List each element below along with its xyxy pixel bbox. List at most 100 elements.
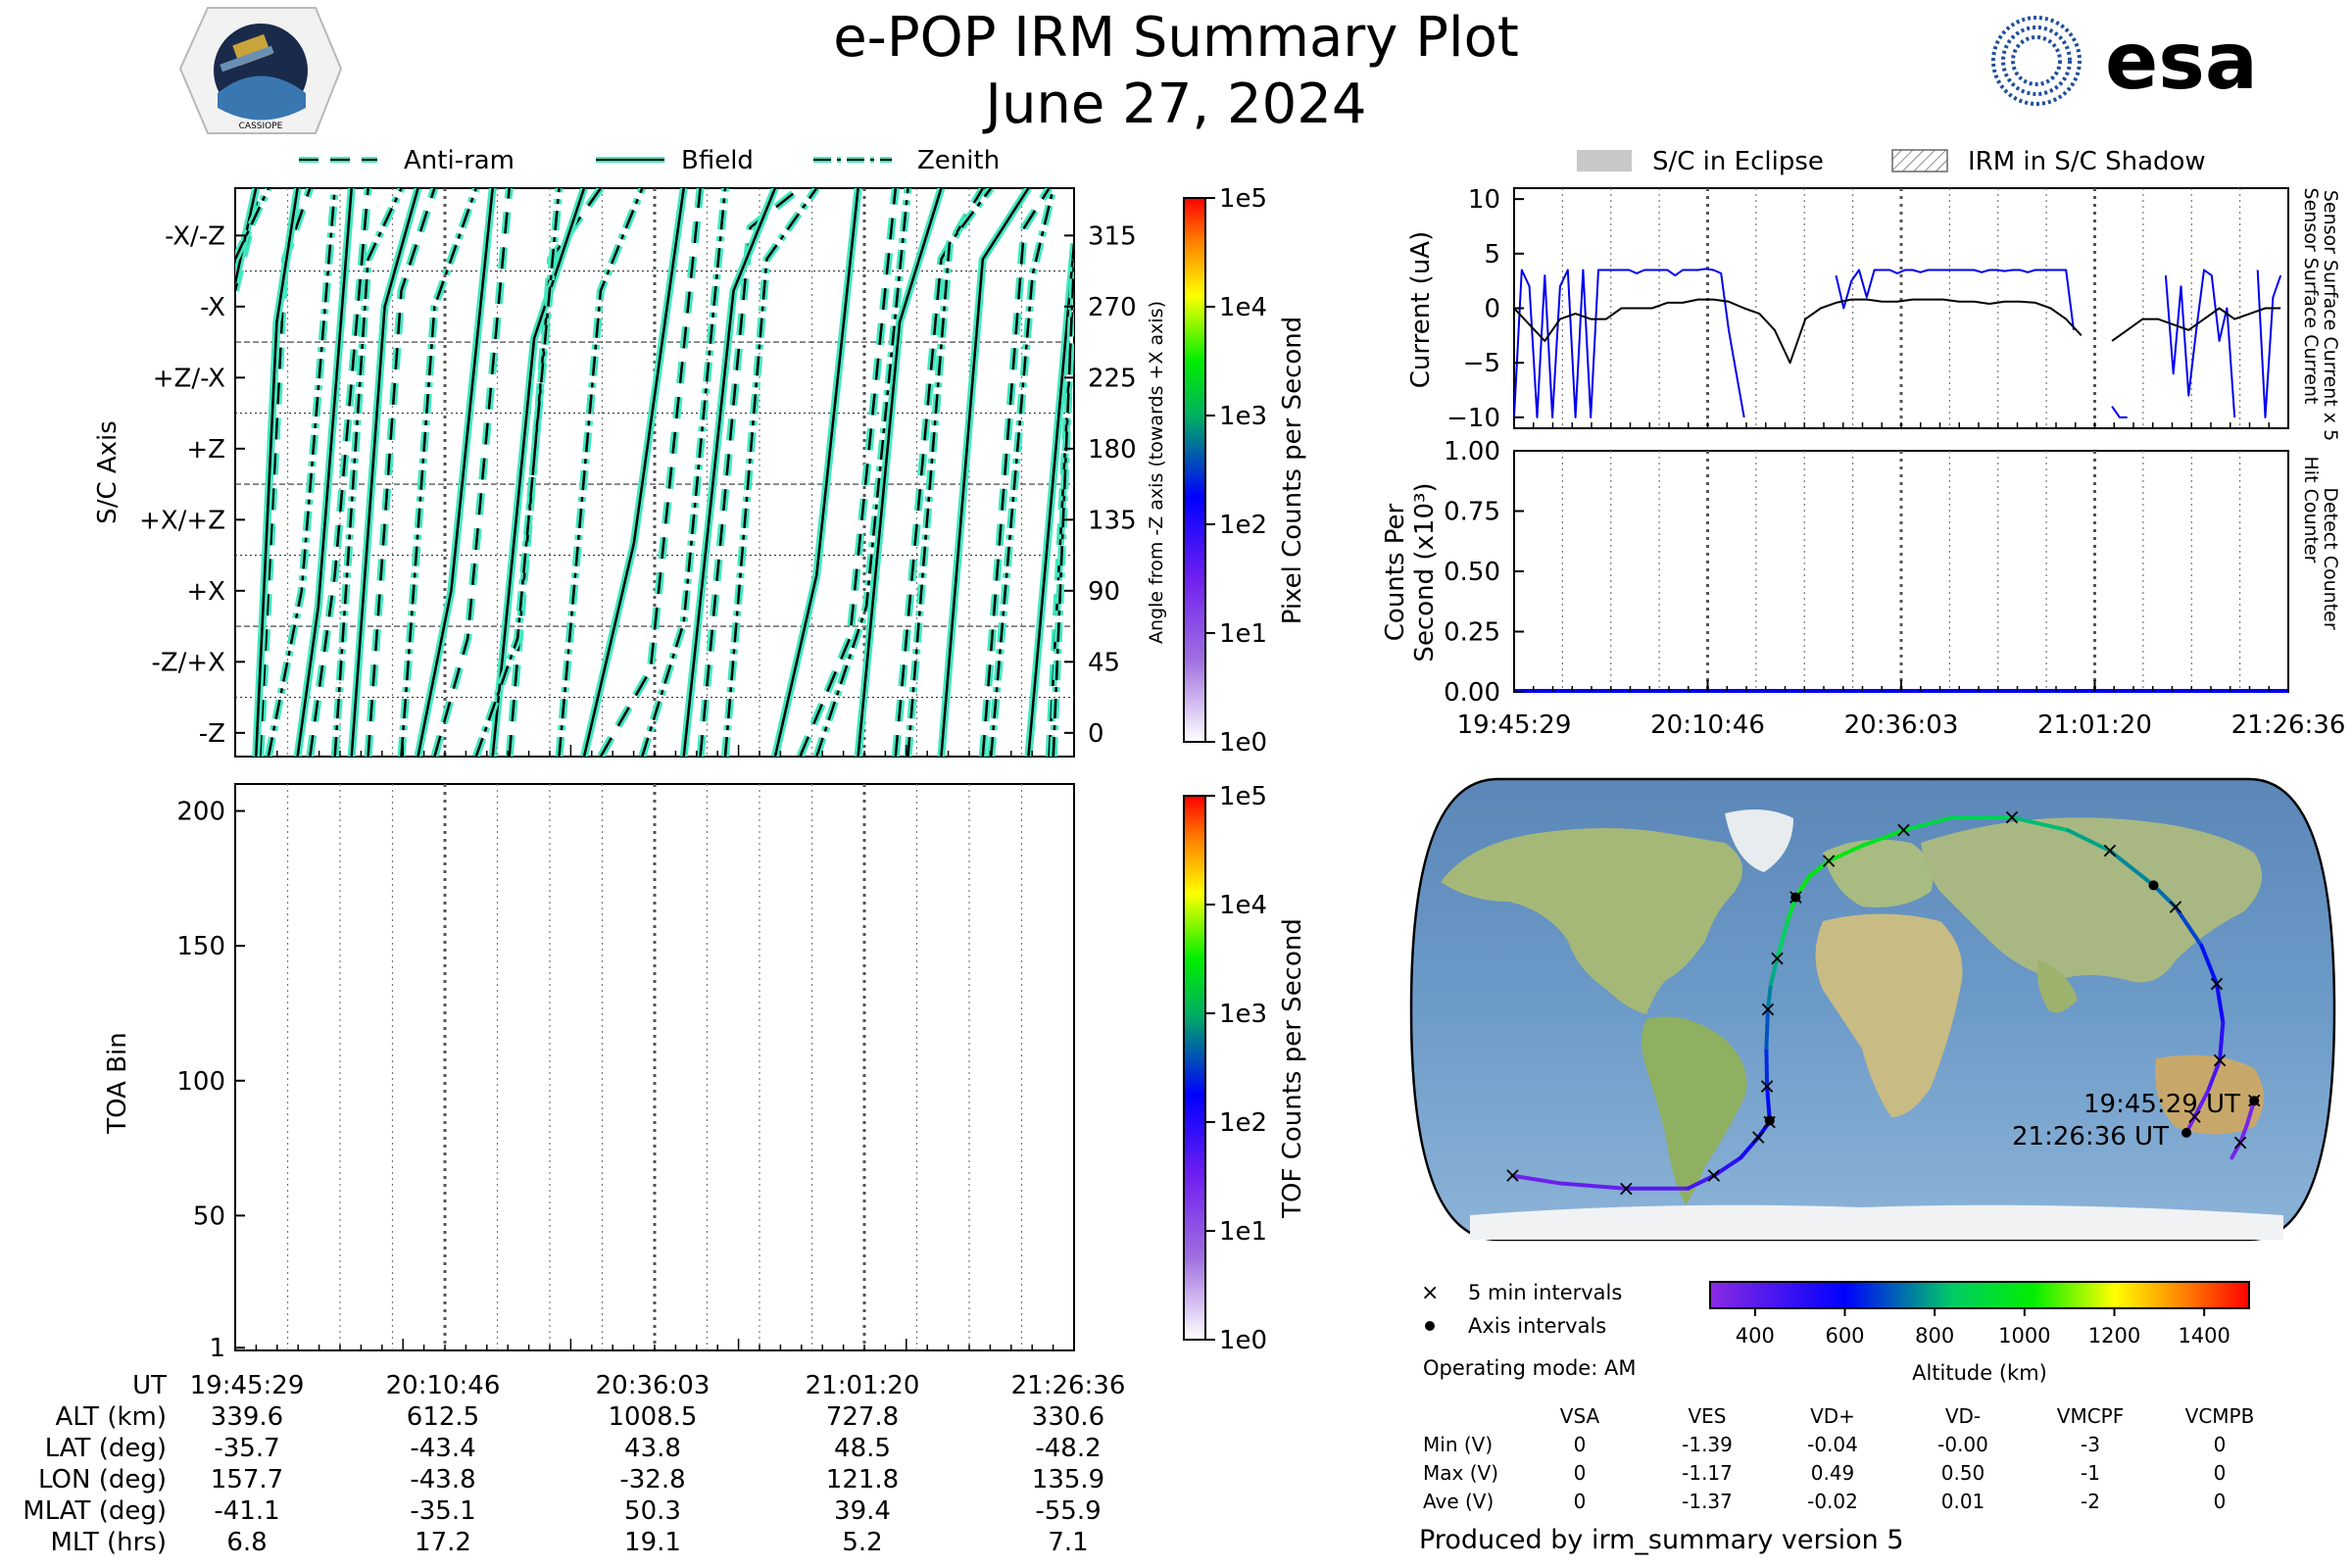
ephemeris-cell: 20:10:46 (386, 1371, 501, 1400)
legend-dot-label: Axis intervals (1468, 1314, 1606, 1338)
ephemeris-row-label: LAT (deg) (45, 1434, 167, 1463)
voltage-cell: -1.17 (1682, 1461, 1733, 1485)
alt-tick-label: 1000 (1998, 1324, 2050, 1348)
orbit-segment (1764, 1007, 1770, 1051)
alt-tick-label: 400 (1736, 1324, 1775, 1348)
colorbar-tick-label: 1e5 (1219, 782, 1267, 811)
voltage-col-header: VCMPB (2185, 1404, 2255, 1428)
orbit-segment (1764, 1046, 1770, 1089)
ephemeris-cell: -43.4 (410, 1434, 475, 1463)
orbit-5min-marker: × (1749, 1126, 1767, 1151)
orbit-segment (2066, 828, 2112, 854)
orbit-segment (2230, 1140, 2243, 1160)
orbit-axis-marker (2249, 1096, 2260, 1106)
sc-angle-tick: 270 (1088, 293, 1137, 322)
alt-tick-label: 600 (1825, 1324, 1864, 1348)
ephemeris-cell: 135.9 (1032, 1465, 1104, 1494)
pixel-colorbar-label: Pixel Counts per Second (1278, 317, 1307, 625)
continents (1441, 809, 2283, 1240)
cnt-ytick-label: 0.50 (1444, 558, 1500, 587)
colorbar-tick-label: 1e5 (1219, 184, 1267, 214)
orbit-5min-marker: × (2231, 1131, 2249, 1155)
cnt-ytick-label: 0.75 (1444, 498, 1500, 527)
cnt-xtick-label: 21:26:36 (2231, 710, 2346, 740)
orbit-segment (2151, 883, 2178, 909)
voltage-cell: 0 (1574, 1433, 1587, 1456)
ephemeris-cell: 157.7 (211, 1465, 283, 1494)
ephemeris-cell: 330.6 (1032, 1402, 1104, 1432)
orbit-axis-marker (2148, 880, 2159, 891)
trace-bfield (235, 188, 1074, 757)
cur-ytick-label: 5 (1484, 240, 1500, 270)
voltage-row-label: Ave (V) (1423, 1490, 1494, 1513)
ephemeris-cell: 20:36:03 (596, 1371, 710, 1400)
cnt-xtick-label: 19:45:29 (1457, 710, 1572, 740)
sc-axis-label: +Z (186, 435, 225, 465)
alt-tick-label: 1200 (2088, 1324, 2140, 1348)
counts-ylabel-1: Counts Per (1381, 503, 1410, 641)
cnt-ytick-label: 0.00 (1444, 678, 1500, 708)
voltage-row-label: Min (V) (1423, 1433, 1493, 1456)
colorbar-tick-label: 1e3 (1219, 402, 1267, 431)
sc-axis-label: -Z/+X (151, 648, 225, 677)
colorbar-tick-label: 1e1 (1219, 619, 1267, 649)
toa-ytick-label: 1 (209, 1334, 225, 1363)
alt-tick-label: 1400 (2178, 1324, 2230, 1348)
ephemeris-cell: 39.4 (834, 1496, 891, 1526)
orbit-segment (1765, 981, 1774, 1011)
toa-ylabel: TOA Bin (103, 1032, 132, 1134)
pixel-colorbar: 1e5 1e4 1e3 1e2 1e1 1e0 Pixel Counts per Seco… (1183, 184, 1307, 758)
orbit-segment (1827, 843, 1865, 863)
sc-axis-legend: Anti-ram Bfield Zenith (299, 146, 1000, 175)
counts-y2label-hit: Hit Counter (2300, 457, 2322, 564)
ephemeris-row-label: MLT (hrs) (51, 1528, 168, 1557)
ephemeris-cell: 19.1 (624, 1528, 681, 1557)
cnt-xtick-label: 20:10:46 (1650, 710, 1765, 740)
cur-ytick-label: −5 (1463, 349, 1500, 378)
voltage-cell: -1.37 (1682, 1490, 1733, 1513)
cnt-ytick-label: 1.00 (1444, 437, 1500, 466)
ephemeris-cell: 6.8 (226, 1528, 267, 1557)
sc-angle-tick: 180 (1088, 435, 1137, 465)
orbit-segment (1765, 1084, 1772, 1123)
trace-zenith (235, 188, 1074, 757)
map-start-label: 19:45:29 UT (2083, 1090, 2240, 1119)
colorbar-tick-label: 1e4 (1219, 293, 1267, 322)
ephemeris-cell: 19:45:29 (190, 1371, 305, 1400)
voltage-cell: -3 (2081, 1433, 2100, 1456)
sc-angle-tick: 135 (1088, 506, 1137, 535)
ephemeris-row-label: MLAT (deg) (23, 1496, 167, 1526)
ephemeris-cell: 17.2 (415, 1528, 471, 1557)
sc-axis-plot: -X/-Z 315 -X 270 +Z/-X 225 +Z 180 +X/+Z 135 +X 90 -Z… (93, 187, 1167, 758)
orbit-segment (1739, 1135, 1761, 1160)
colorbar-tick-label: 1e0 (1219, 728, 1267, 758)
ephemeris-cell: 612.5 (407, 1402, 479, 1432)
sc-axis-y2label: Angle from -Z axis (towards +X axis) (1146, 301, 1167, 644)
sc-axis-label: -X (200, 293, 225, 322)
orbit-segment (2205, 1058, 2223, 1094)
orbit-5min-marker: × (2101, 839, 2119, 863)
voltage-col-header: VD- (1945, 1404, 1981, 1428)
cassiope-logo-text: CASSIOPE (239, 122, 283, 131)
sc-angle-tick: 315 (1088, 221, 1137, 251)
legend-bfield: Bfield (681, 146, 754, 175)
ephemeris-cell: 50.3 (624, 1496, 681, 1526)
ephemeris-cell: 21:26:36 (1011, 1371, 1126, 1400)
toa-ytick-label: 200 (176, 798, 225, 827)
ephemeris-cell: -43.8 (410, 1465, 475, 1494)
world-map: ××××××××××××××××××× 19:45:29 UT 21:26:36… (1409, 777, 2336, 1242)
voltage-cell: 0 (1574, 1461, 1587, 1485)
orbit-segment (2192, 1089, 2210, 1119)
voltage-cell: -1.39 (1682, 1433, 1733, 1456)
toa-ytick-label: 100 (176, 1067, 225, 1097)
voltage-col-header: VMCPF (2057, 1404, 2124, 1428)
voltage-col-header: VD+ (1810, 1404, 1855, 1428)
current-y2label-surface: Sensor Surface Current (2300, 188, 2322, 405)
sc-angle-tick: 45 (1088, 648, 1120, 677)
orbit-5min-marker: × (1503, 1164, 1521, 1189)
voltage-cell: 0 (2214, 1490, 2227, 1513)
orbit-5min-marker: × (1894, 818, 1912, 843)
map-legend: × 5 min intervals Axis intervals Operati… (1421, 1281, 1636, 1380)
voltage-row-label: Max (V) (1423, 1461, 1498, 1485)
